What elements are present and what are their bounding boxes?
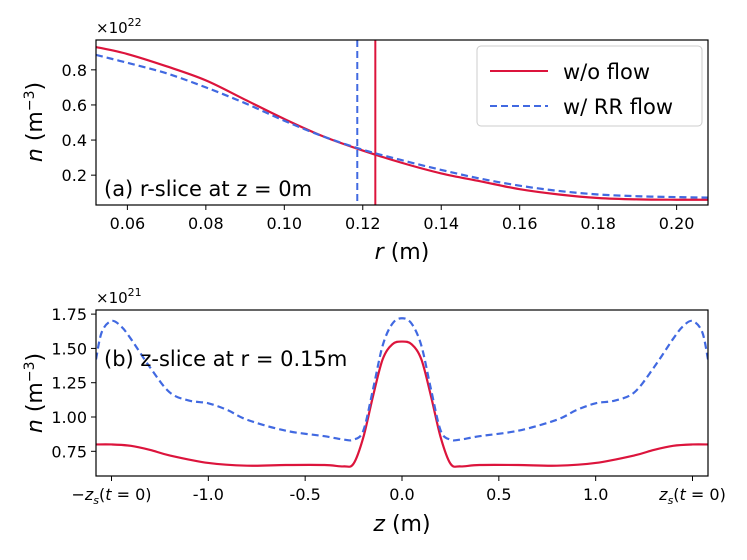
top-plot-area — [96, 40, 708, 205]
legend-label-rr-flow: w/ RR flow — [563, 95, 673, 119]
top-x-tick-label: 0.06 — [110, 214, 146, 233]
top-x-tick-label: 0.08 — [188, 214, 224, 233]
top-annotation: (a) r-slice at z = 0m — [104, 177, 312, 201]
top-y-tick-label: 0.4 — [62, 131, 87, 150]
legend-box — [476, 45, 703, 127]
bottom-axes-frame — [95, 309, 709, 477]
bottom-y-axis-label: n (m−3) — [22, 353, 48, 433]
top-y-tick-label: 0.2 — [62, 166, 87, 185]
bottom-x-tick-label: −zs(t = 0) — [71, 485, 151, 507]
panel-b: −zs(t = 0) -1.0 -0.5 0.0 0.5 1.0 zs(t = 0) 0.75… — [22, 286, 726, 537]
top-ticks-layer: 0.06 0.08 0.10 0.12 0.14 0.16 0.18 0.20 0.2 0.4 0.… — [62, 61, 695, 233]
top-y-axis-label: n (m−3) — [22, 82, 48, 162]
bottom-y-tick-label: 1.75 — [51, 305, 87, 324]
top-series-wo-flow — [96, 45, 708, 201]
top-x-tick-label: 0.10 — [266, 214, 302, 233]
bottom-y-tick-label: 0.75 — [51, 442, 87, 461]
top-x-axis-label: r (m) — [375, 240, 430, 265]
bottom-x-tick-label: -1.0 — [193, 485, 224, 504]
bottom-series-wo-flow — [96, 340, 708, 468]
top-x-tick-label: 0.16 — [502, 214, 538, 233]
bottom-series-layer — [96, 317, 708, 468]
top-series-rr-flow — [96, 53, 708, 199]
top-y-tick-label: 0.8 — [62, 61, 87, 80]
top-series-layer — [96, 40, 708, 205]
top-x-tick-label: 0.20 — [659, 214, 695, 233]
bottom-plot-area — [96, 317, 708, 468]
top-x-tick-label: 0.18 — [580, 214, 616, 233]
panel-a: 0.06 0.08 0.10 0.12 0.14 0.16 0.18 0.20 0.2 0.4 0.… — [22, 16, 709, 265]
bottom-x-axis-label: z (m) — [372, 512, 430, 537]
bottom-y-tick-label: 1.25 — [51, 374, 87, 393]
bottom-y-offset: ×1021 — [96, 286, 142, 307]
bottom-x-tick-label: 0.0 — [389, 485, 414, 504]
bottom-x-tick-label: 1.0 — [583, 485, 608, 504]
bottom-y-tick-label: 1.50 — [51, 339, 87, 358]
bottom-ticks-layer: −zs(t = 0) -1.0 -0.5 0.0 0.5 1.0 zs(t = 0) 0.75… — [51, 305, 725, 507]
bottom-x-tick-label: -0.5 — [290, 485, 321, 504]
top-axes-frame — [95, 39, 709, 206]
top-x-tick-label: 0.12 — [345, 214, 381, 233]
top-x-tick-label: 0.14 — [423, 214, 459, 233]
bottom-annotation: (b) z-slice at r = 0.15m — [104, 347, 347, 371]
top-y-tick-label: 0.6 — [62, 96, 87, 115]
top-y-offset: ×1022 — [96, 16, 142, 37]
bottom-x-tick-label: zs(t = 0) — [658, 485, 726, 507]
legend-label-wo-flow: w/o flow — [563, 60, 650, 84]
bottom-x-tick-label: 0.5 — [486, 485, 511, 504]
legend: w/o flow w/ RR flow — [476, 45, 703, 127]
bottom-series-rr-flow — [96, 317, 708, 442]
bottom-y-tick-label: 1.00 — [51, 408, 87, 427]
